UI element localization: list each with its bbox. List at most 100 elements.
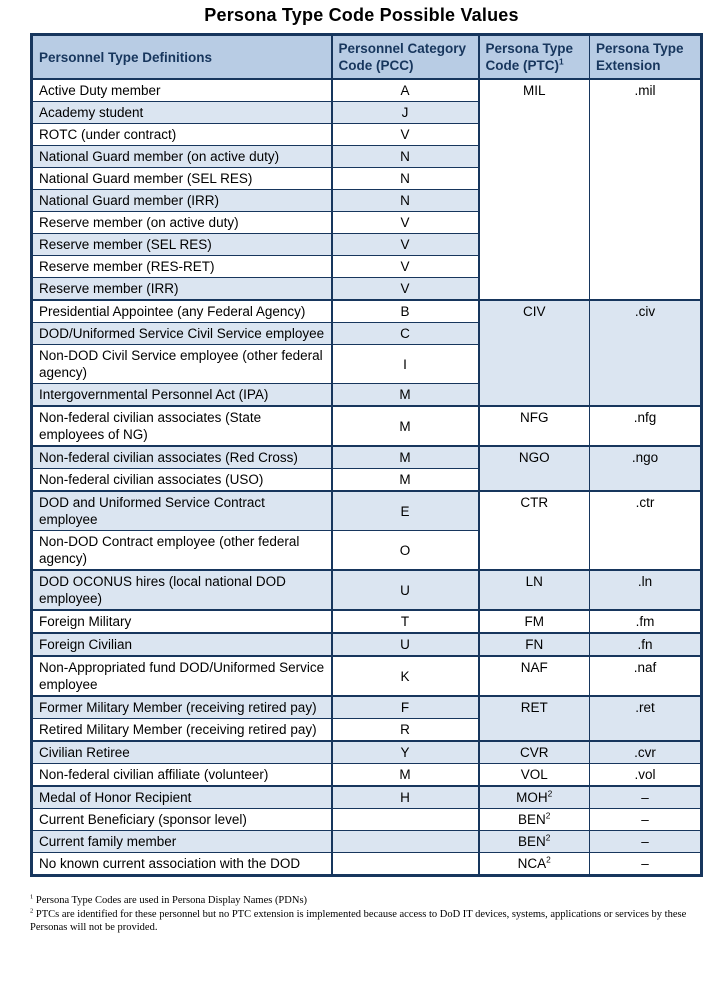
footnote-marker: 2 [546, 854, 551, 865]
personnel-type-definition-cell: Non-federal civilian affiliate (voluntee… [31, 763, 333, 787]
personnel-category-code-cell: N [331, 189, 480, 212]
personnel-type-definition-cell: ROTC (under contract) [31, 123, 333, 146]
table-row: Reserve member (RES-RET) V [31, 255, 702, 278]
personnel-type-definition-cell: Reserve member (RES-RET) [31, 255, 333, 278]
table-row: Presidential Appointee (any Federal Agen… [31, 299, 702, 407]
table-row: National Guard member (IRR) N [31, 189, 702, 212]
persona-type-code-cell: MIL [478, 78, 590, 301]
personnel-category-code-cell: F [331, 695, 480, 719]
table-row: Active Duty member A MIL .mil [31, 78, 702, 301]
personnel-type-definition-cell: Active Duty member [31, 78, 333, 102]
footnote-marker: 2 [30, 907, 34, 915]
personnel-category-code-cell: R [331, 718, 480, 742]
table-row: National Guard member (on active duty) N [31, 145, 702, 168]
personnel-category-code-cell: Y [331, 740, 480, 764]
persona-type-code-cell: NFG [478, 405, 590, 447]
table-row: Medal of Honor Recipient H MOH2– [31, 785, 702, 809]
footnote-marker: 1 [559, 56, 564, 67]
persona-type-extension-cell: .vol [589, 763, 702, 787]
personnel-type-definition-cell: DOD/Uniformed Service Civil Service empl… [31, 322, 333, 345]
table-row: Reserve member (IRR) V [31, 277, 702, 301]
persona-type-extension-cell: – [589, 808, 702, 831]
persona-type-extension-cell: .ngo [589, 445, 702, 492]
personnel-category-code-cell: M [331, 445, 480, 469]
personnel-type-definition-cell: Current Beneficiary (sponsor level) [31, 808, 333, 831]
personnel-type-definition-cell: Non-Appropriated fund DOD/Uniformed Serv… [31, 655, 333, 697]
table-row: DOD and Uniformed Service Contract emplo… [31, 490, 702, 571]
table-row: Reserve member (on active duty) V [31, 211, 702, 234]
persona-type-extension-cell: .ln [589, 569, 702, 611]
personnel-category-code-cell: C [331, 322, 480, 345]
personnel-category-code-cell: U [331, 632, 480, 657]
footnote-1: 1 Persona Type Codes are used in Persona… [30, 894, 693, 908]
table-row: Foreign Military T FM .fm [31, 609, 702, 634]
footnote-text: PTCs are identified for these personnel … [30, 908, 687, 934]
personnel-type-definition-cell: Reserve member (on active duty) [31, 211, 333, 234]
personnel-category-code-cell: M [331, 405, 480, 447]
footnotes: 1 Persona Type Codes are used in Persona… [30, 894, 693, 935]
table-row: Academy student J [31, 101, 702, 124]
table-row: Foreign Civilian U FN .fn [31, 632, 702, 657]
personnel-category-code-cell: V [331, 233, 480, 256]
table-row: Current Beneficiary (sponsor level) BEN2– [31, 808, 702, 831]
personnel-category-code-cell: K [331, 655, 480, 697]
footnote-marker: 2 [547, 788, 553, 799]
persona-type-extension-cell: .cvr [589, 740, 702, 764]
table-row: DOD/Uniformed Service Civil Service empl… [31, 322, 702, 345]
personnel-category-code-cell: V [331, 255, 480, 278]
personnel-type-definition-cell: Medal of Honor Recipient [31, 785, 333, 809]
persona-type-extension-cell: – [589, 785, 702, 809]
persona-type-code-cell: NGO [478, 445, 590, 492]
personnel-type-definition-cell: Retired Military Member (receiving retir… [31, 718, 333, 742]
persona-type-code-cell: CTR [478, 490, 590, 571]
persona-type-code-cell: VOL [478, 763, 590, 787]
personnel-type-definition-cell: Civilian Retiree [31, 740, 333, 764]
persona-type-code-cell: LN [478, 569, 590, 611]
personnel-category-code-cell: V [331, 277, 480, 301]
persona-type-code-cell: RET [478, 695, 590, 742]
personnel-category-code-cell: T [331, 609, 480, 634]
table-row: National Guard member (SEL RES) N [31, 167, 702, 190]
personnel-type-definition-cell: Non-federal civilian associates (Red Cro… [31, 445, 333, 469]
personnel-type-definition-cell: Former Military Member (receiving retire… [31, 695, 333, 719]
table-row: Retired Military Member (receiving retir… [31, 718, 702, 742]
personnel-type-definition-cell: Non-federal civilian associates (USO) [31, 468, 333, 492]
personnel-category-code-cell: V [331, 123, 480, 146]
persona-type-extension-cell: .fn [589, 632, 702, 657]
persona-type-extension-cell: .nfg [589, 405, 702, 447]
table-body: Active Duty member A MIL .mil Academy studen… [31, 78, 702, 876]
personnel-category-code-cell: N [331, 167, 480, 190]
table-row: DOD OCONUS hires (local national DOD emp… [31, 569, 702, 611]
personnel-type-definition-cell: DOD and Uniformed Service Contract emplo… [31, 490, 333, 531]
persona-type-extension-cell: .civ [589, 299, 702, 407]
persona-type-extension-cell: .ctr [589, 490, 702, 571]
footnote-text: Persona Type Codes are used in Persona D… [33, 895, 308, 906]
personnel-category-code-cell: E [331, 490, 480, 531]
column-header-personnel-type-definitions: Personnel Type Definitions [31, 34, 333, 80]
table-row: Non-federal civilian associates (State e… [31, 405, 702, 447]
page-title: Persona Type Code Possible Values [204, 5, 519, 25]
personnel-type-definition-cell: Non-DOD Contract employee (other federal… [31, 530, 333, 571]
table-row: Non-federal civilian affiliate (voluntee… [31, 763, 702, 787]
persona-type-code-table: Personnel Type Definitions Personnel Cat… [30, 33, 703, 877]
personnel-category-code-cell: A [331, 78, 480, 102]
personnel-category-code-cell [331, 808, 480, 831]
column-header-label: Persona Type Code (PTC) [485, 41, 574, 73]
persona-type-code-cell: FN [478, 632, 590, 657]
table-row: Former Military Member (receiving retire… [31, 695, 702, 742]
persona-type-extension-cell: .ret [589, 695, 702, 742]
personnel-category-code-cell: M [331, 763, 480, 787]
personnel-category-code-cell: J [331, 101, 480, 124]
persona-type-code-cell: FM [478, 609, 590, 634]
footnote-marker: 2 [545, 810, 551, 821]
table-row: Intergovernmental Personnel Act (IPA) M [31, 383, 702, 407]
persona-type-code-cell: MOH2 [478, 785, 590, 809]
persona-type-code-cell: NAF [478, 655, 590, 697]
persona-type-code-cell: CVR [478, 740, 590, 764]
column-header-persona-type-extension: Persona Type Extension [589, 34, 702, 80]
personnel-type-definition-cell: Reserve member (IRR) [31, 277, 333, 301]
personnel-type-definition-cell: Non-DOD Civil Service employee (other fe… [31, 344, 333, 384]
personnel-type-definition-cell: DOD OCONUS hires (local national DOD emp… [31, 569, 333, 611]
personnel-type-definition-cell: Non-federal civilian associates (State e… [31, 405, 333, 447]
personnel-type-definition-cell: Current family member [31, 830, 333, 853]
